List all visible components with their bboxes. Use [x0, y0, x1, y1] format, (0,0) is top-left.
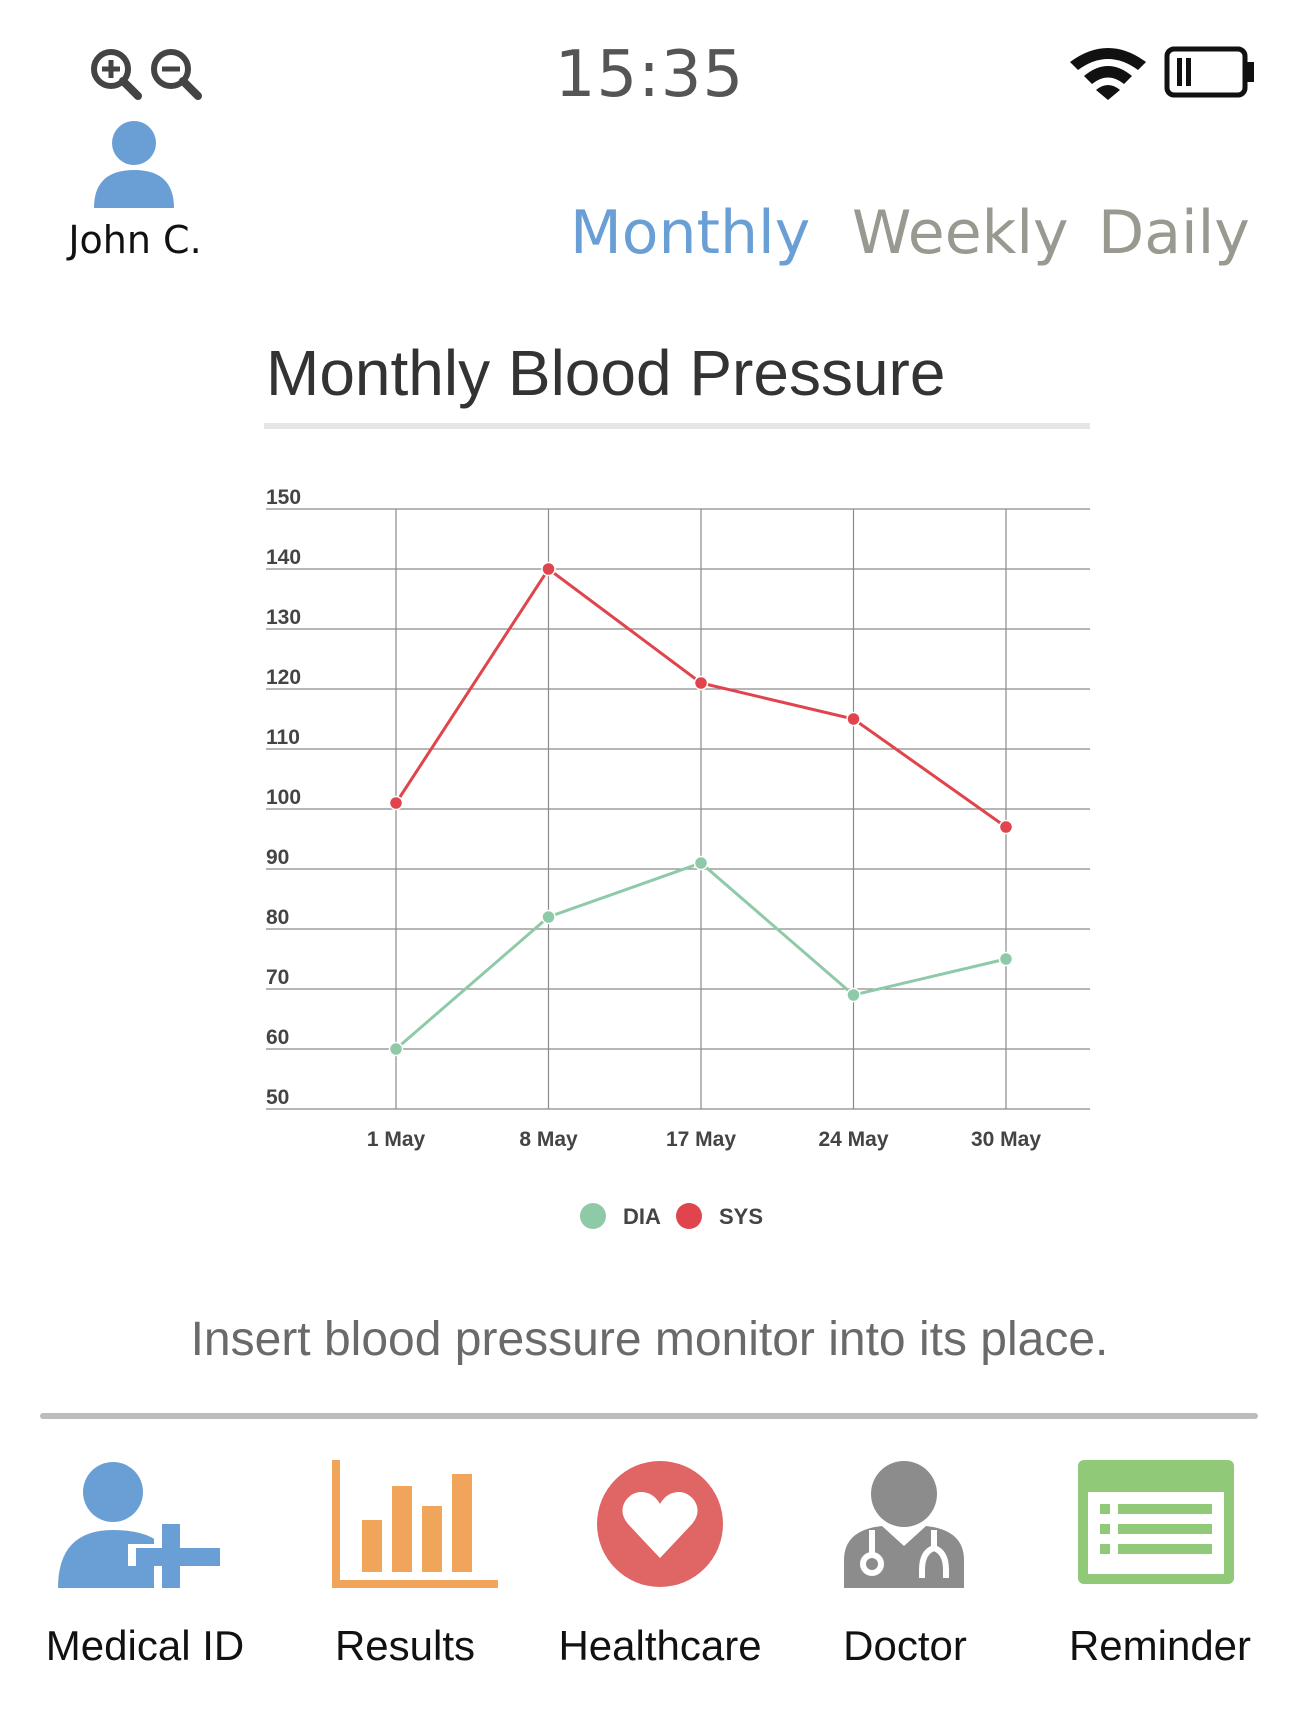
- nav-medical-id[interactable]: Medical ID: [20, 1460, 270, 1690]
- blood-pressure-chart: 150 140 130 120 110 100 90 80 70 60 50 1 May 8 May 17…: [266, 486, 1090, 1229]
- legend-marker-sys: [676, 1203, 702, 1229]
- data-point-sys: [693, 675, 709, 691]
- chart-title: Monthly Blood Pressure: [266, 337, 946, 409]
- nav-label-results: Results: [334, 1622, 476, 1669]
- reminder-list-icon: [1078, 1460, 1234, 1584]
- data-point-dia: [388, 1041, 404, 1057]
- nav-label-reminder: Reminder: [1068, 1622, 1252, 1669]
- y-tick-label: 50: [266, 1086, 289, 1109]
- x-tick-label: 17 May: [666, 1128, 736, 1151]
- wifi-icon: [1070, 48, 1146, 100]
- x-tick-label: 30 May: [971, 1128, 1041, 1151]
- data-point-sys: [846, 711, 861, 727]
- x-tick-label: 1 May: [367, 1128, 426, 1151]
- zoom-out-icon[interactable]: [148, 46, 204, 102]
- legend-label-sys: SYS: [719, 1204, 763, 1229]
- nav-results[interactable]: Results: [290, 1460, 520, 1690]
- battery-low-icon: [1164, 46, 1254, 98]
- data-point-dia: [846, 987, 861, 1003]
- chart-title-divider: [264, 423, 1090, 429]
- legend-label-dia: DIA: [623, 1204, 661, 1229]
- user-name: John C.: [68, 218, 202, 262]
- nav-label-healthcare: Healthcare: [558, 1622, 762, 1669]
- results-bar-chart-icon: [332, 1460, 498, 1588]
- y-tick-label: 100: [266, 786, 301, 809]
- nav-doctor[interactable]: Doctor: [800, 1460, 1010, 1690]
- status-time: 15:35: [554, 38, 745, 112]
- data-point-dia: [541, 909, 556, 925]
- y-tick-label: 110: [266, 726, 300, 749]
- instruction-text: Insert blood pressure monitor into its p…: [190, 1313, 1109, 1366]
- legend-marker-dia: [580, 1203, 606, 1229]
- data-point-sys: [541, 561, 556, 577]
- tab-daily[interactable]: Daily: [1098, 198, 1250, 268]
- nav-reminder[interactable]: Reminder: [1040, 1460, 1280, 1690]
- nav-divider: [40, 1413, 1258, 1419]
- zoom-in-icon[interactable]: [88, 46, 144, 102]
- x-tick-label: 8 May: [519, 1128, 578, 1151]
- data-point-dia: [998, 951, 1014, 967]
- tab-weekly[interactable]: Weekly: [852, 198, 1069, 268]
- nav-label-medical-id: Medical ID: [45, 1622, 245, 1669]
- y-tick-label: 90: [266, 846, 289, 869]
- heart-icon: [597, 1461, 723, 1587]
- doctor-icon: [844, 1461, 964, 1588]
- y-tick-label: 80: [266, 906, 289, 929]
- nav-healthcare[interactable]: Healthcare: [540, 1460, 780, 1690]
- medical-id-icon: [58, 1462, 220, 1588]
- y-tick-label: 120: [266, 666, 301, 689]
- y-tick-label: 60: [266, 1026, 289, 1049]
- y-tick-label: 150: [266, 486, 301, 509]
- y-tick-label: 70: [266, 966, 289, 989]
- tab-monthly[interactable]: Monthly: [570, 198, 811, 268]
- data-point-sys: [998, 819, 1014, 835]
- data-point-dia: [693, 855, 709, 871]
- user-avatar-icon[interactable]: [92, 120, 176, 210]
- data-point-sys: [388, 795, 404, 811]
- y-tick-label: 130: [266, 606, 301, 629]
- y-tick-label: 140: [266, 546, 301, 569]
- nav-label-doctor: Doctor: [843, 1622, 967, 1669]
- x-tick-label: 24 May: [818, 1128, 888, 1151]
